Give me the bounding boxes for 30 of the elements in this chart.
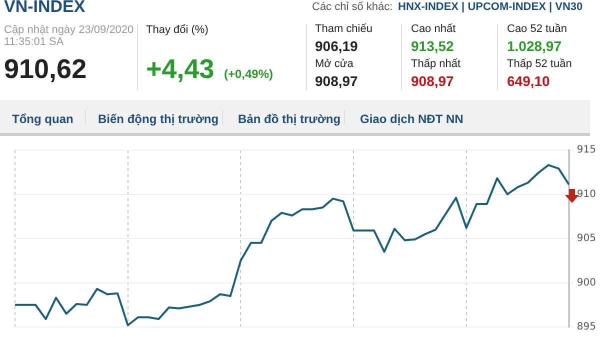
y-tick-label: 905 [576,233,596,244]
text: Thấp nhất [411,58,461,70]
y-tick-label: 900 [576,277,596,288]
text: Thay đổi (%) [146,24,208,36]
text: 910,62 [4,54,87,85]
text: Mở cửa [315,58,354,70]
text: 1.028,97 [507,38,562,54]
text: Cao 52 tuần [507,23,567,35]
text: VN-INDEX [4,0,86,17]
text: Các chỉ số khác: [312,1,393,13]
text: 908,97 [411,73,454,89]
text: Giao dịch NĐT NN [360,112,464,126]
text: Tổng quan [12,112,74,126]
text: Cao nhất [411,23,456,35]
text: Bản đồ thị trường [238,112,341,126]
text: 906,19 [315,38,358,54]
text: Thấp 52 tuần [507,58,572,70]
text: Biến động thị trường [98,112,219,126]
y-tick-label: 910 [576,188,596,200]
text: 913,52 [411,38,454,54]
text: Cập nhật ngày 23/09/2020 [4,24,134,36]
text: Tham chiếu [315,23,372,35]
text: 908,97 [315,73,358,89]
text: 11:35:01 SA [4,36,64,48]
y-tick-label: 915 [576,144,596,156]
text: HNX-INDEX | UPCOM-INDEX | VN30 [398,1,583,13]
text: 649,10 [507,73,550,89]
y-tick-label: 895 [576,322,596,333]
text: (+0,49%) [224,67,274,81]
text: +4,43 [146,54,214,85]
